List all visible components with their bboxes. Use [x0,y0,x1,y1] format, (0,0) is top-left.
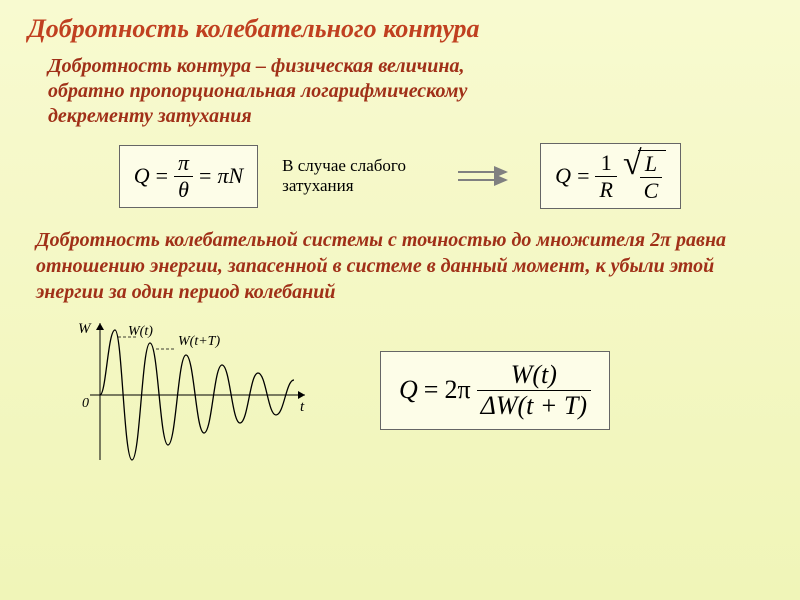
sym-eq3: = [577,163,589,189]
weak-line2: затухания [282,176,353,195]
sym-dWtT: ΔW(t + T) [477,390,591,419]
page-title: Добротность колебательного контура [0,0,800,50]
graph-x-label: t [300,399,305,415]
frac-W-dW: W(t) ΔW(t + T) [477,362,591,419]
formula-q-theta: Q = π θ = πN [119,145,258,208]
graph-y-label: W [78,321,92,337]
frac-1-R: 1 R [595,152,616,201]
sym-L: L [641,153,661,177]
sym-eq: = [156,163,168,189]
sym-2pi: 2π [444,375,470,405]
frac-L-C: L C [640,153,663,202]
formula-q-energy: Q = 2π W(t) ΔW(t + T) [380,351,610,430]
sym-1: 1 [597,152,616,176]
formula-row: Q = π θ = πN В случае слабого затухания … [0,143,800,209]
definition-2: Добротность колебательной системы с точн… [0,209,800,305]
definition-1: Добротность контура – физическая величин… [0,50,800,129]
sym-Q: Q [134,163,150,189]
frac-pi-theta: π θ [174,152,193,201]
sym-Wt: W(t) [507,362,561,390]
graph-wt-label: W(t) [128,324,153,339]
bottom-row: W t 0 W(t) W(t+T) Q = 2π W(t) ΔW(t + T) [0,305,800,465]
arrow-icon [456,162,516,190]
graph-wtT-label: W(t+T) [178,334,220,349]
weak-damping-label: В случае слабого затухания [282,156,432,197]
def1-line3: декременту затухания [48,105,252,127]
sym-pi: π [174,152,193,176]
sqrt-LC: √ L C [623,150,666,202]
weak-line1: В случае слабого [282,156,406,175]
graph-origin: 0 [82,396,89,411]
def1-line2: обратно пропорциональная логарифмическом… [48,80,467,102]
sym-theta: θ [174,176,193,201]
sym-eq2: = [199,163,211,189]
sym-Q3: Q [399,375,418,405]
def1-line1: Добротность контура – физическая величин… [48,55,465,77]
formula-q-rlc: Q = 1 R √ L C [540,143,681,209]
sym-eq4: = [424,375,439,405]
damped-oscillation-graph: W t 0 W(t) W(t+T) [60,315,320,465]
sym-R: R [595,176,616,201]
sym-C: C [640,177,663,202]
sym-Q2: Q [555,163,571,189]
sym-piN: πN [217,163,243,189]
